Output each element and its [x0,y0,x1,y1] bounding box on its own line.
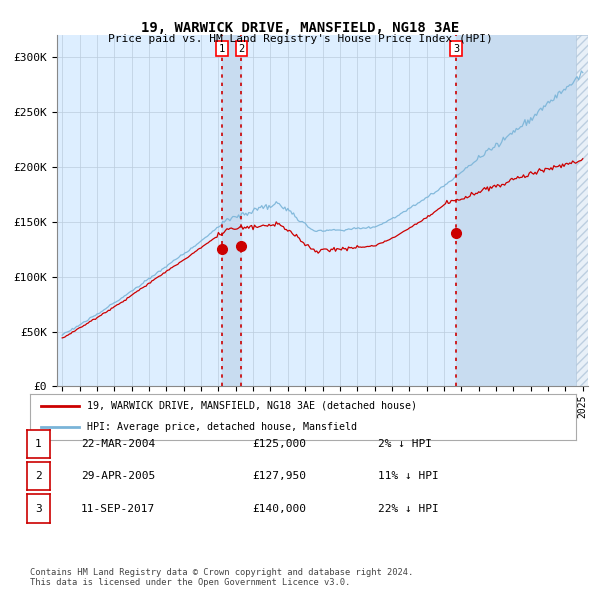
Bar [222,35,241,386]
Text: 1: 1 [35,439,42,448]
Text: 3: 3 [35,504,42,513]
Text: 19, WARWICK DRIVE, MANSFIELD, NG18 3AE (detached house): 19, WARWICK DRIVE, MANSFIELD, NG18 3AE (… [88,401,418,411]
Text: 2: 2 [238,44,245,54]
Text: 22-MAR-2004: 22-MAR-2004 [81,439,155,448]
Text: £127,950: £127,950 [252,471,306,481]
Text: HPI: Average price, detached house, Mansfield: HPI: Average price, detached house, Mans… [88,422,358,432]
Text: 3: 3 [453,44,459,54]
Text: 19, WARWICK DRIVE, MANSFIELD, NG18 3AE: 19, WARWICK DRIVE, MANSFIELD, NG18 3AE [141,21,459,35]
Bar [456,35,588,386]
Text: Contains HM Land Registry data © Crown copyright and database right 2024.
This d: Contains HM Land Registry data © Crown c… [30,568,413,587]
Text: 2% ↓ HPI: 2% ↓ HPI [378,439,432,448]
Text: 29-APR-2005: 29-APR-2005 [81,471,155,481]
Text: 11-SEP-2017: 11-SEP-2017 [81,504,155,513]
Text: £125,000: £125,000 [252,439,306,448]
Text: 22% ↓ HPI: 22% ↓ HPI [378,504,439,513]
Bar [576,35,588,386]
Text: 11% ↓ HPI: 11% ↓ HPI [378,471,439,481]
Text: Price paid vs. HM Land Registry's House Price Index (HPI): Price paid vs. HM Land Registry's House … [107,34,493,44]
Text: 2: 2 [35,471,42,481]
Text: £140,000: £140,000 [252,504,306,513]
Text: 1: 1 [219,44,226,54]
